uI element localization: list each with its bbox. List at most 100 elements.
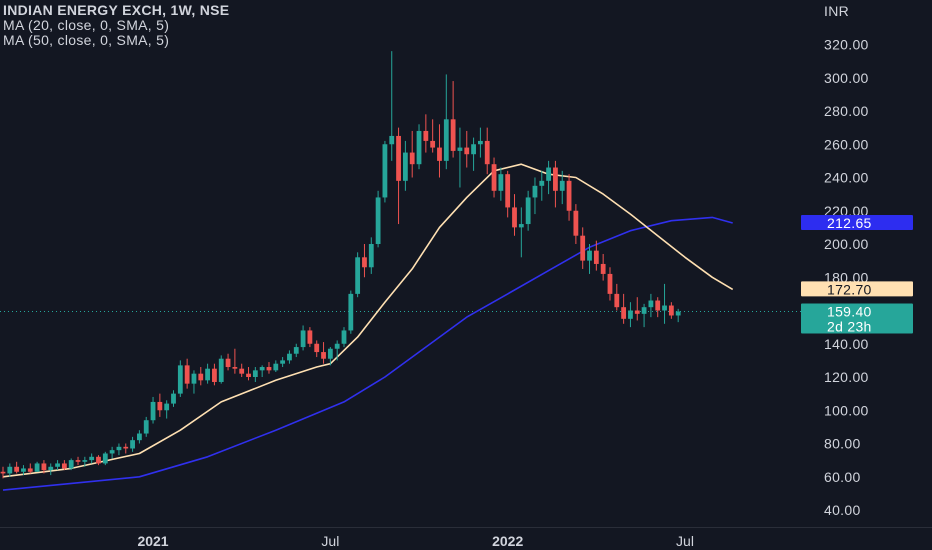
candle	[75, 456, 81, 466]
candle	[293, 343, 299, 358]
candle	[621, 293, 627, 324]
ma50-price-badge-bg	[801, 214, 913, 230]
candle	[191, 370, 197, 394]
candle	[171, 390, 176, 407]
candle	[512, 194, 517, 236]
candle	[648, 293, 654, 318]
candle-body	[75, 460, 81, 462]
candle-body	[553, 167, 558, 191]
time-tick-label: 2021	[137, 533, 168, 549]
candle-body	[491, 164, 497, 191]
candle	[573, 204, 579, 244]
candle-body	[123, 446, 129, 449]
candle	[634, 297, 640, 321]
candle-body	[116, 446, 122, 451]
price-tick-label: 240.00	[824, 170, 869, 186]
candle	[321, 342, 326, 364]
price-tick-label: 220.00	[824, 203, 869, 219]
candle-body	[559, 180, 565, 191]
candle-body	[184, 365, 190, 384]
candle-body	[423, 130, 429, 141]
candle-body	[102, 453, 108, 464]
candle-body	[252, 370, 258, 377]
legend-ma50[interactable]: MA (50, close, 0, SMA, 5)	[3, 32, 170, 48]
candle	[184, 358, 190, 389]
candle-body	[450, 119, 456, 151]
candle-body	[0, 471, 6, 474]
candle	[580, 227, 586, 269]
candle	[252, 367, 258, 382]
candle	[607, 267, 613, 301]
candle-body	[68, 460, 74, 469]
candle	[553, 160, 558, 208]
candle-body	[225, 358, 231, 368]
candle	[55, 460, 60, 471]
candle-body	[368, 244, 374, 268]
candle	[239, 363, 245, 377]
candle-body	[443, 119, 449, 161]
candle-body	[239, 368, 245, 374]
candle	[593, 240, 599, 271]
candle	[27, 463, 33, 474]
candle-body	[607, 273, 613, 294]
last-price-badge-bg	[801, 303, 913, 334]
candle-body	[655, 300, 661, 311]
candle	[655, 297, 661, 318]
candle-body	[212, 368, 217, 382]
ma50-line	[2, 216, 733, 491]
candle-body	[416, 130, 422, 165]
candle-body	[375, 197, 381, 244]
legend-ma20[interactable]: MA (20, close, 0, SMA, 5)	[3, 17, 170, 33]
candles	[0, 51, 681, 479]
candle	[287, 350, 292, 364]
candle	[641, 303, 647, 328]
price-tick-label: 100.00	[824, 402, 869, 418]
candle	[518, 207, 524, 258]
candle	[450, 81, 456, 158]
candle-body	[621, 307, 627, 319]
time-tick-label: Jul	[321, 533, 339, 549]
legend-title[interactable]: INDIAN ENERGY EXCH, 1W, NSE	[3, 2, 230, 18]
candle-body	[464, 147, 470, 155]
candle-body	[89, 456, 95, 461]
candle	[368, 237, 374, 274]
candle-body	[327, 348, 333, 359]
chart-legend: INDIAN ENERGY EXCH, 1W, NSE MA (20, clos…	[3, 3, 229, 48]
candle	[457, 127, 463, 188]
candle-body	[484, 140, 490, 165]
candle-body	[593, 250, 599, 264]
candle-body	[246, 373, 251, 377]
candle	[416, 124, 422, 170]
candle-body	[382, 144, 388, 198]
candle	[137, 430, 142, 444]
candle	[662, 283, 667, 324]
candle	[150, 396, 156, 424]
last-price-badge-countdown: 2d 23h	[827, 318, 872, 334]
candle	[539, 170, 545, 201]
candle	[123, 443, 129, 454]
candle-body	[143, 420, 149, 434]
price-tick-label: 40.00	[824, 502, 861, 518]
price-tick-label: 60.00	[824, 469, 861, 485]
candle	[212, 363, 217, 386]
candle-body	[41, 463, 47, 471]
candle	[82, 456, 88, 467]
price-tick-label: 200.00	[824, 236, 869, 252]
candle-body	[191, 373, 197, 384]
candle-body	[157, 401, 163, 411]
candle-body	[341, 330, 347, 344]
candle-body	[580, 235, 586, 261]
ma50-price-badge: 212.65	[801, 214, 913, 231]
candle	[505, 170, 511, 218]
price-tick-label: 140.00	[824, 336, 869, 352]
candle-body	[300, 330, 306, 348]
candle	[102, 451, 108, 466]
candle-body	[532, 185, 538, 198]
ma50-price-badge-text: 212.65	[827, 215, 872, 231]
candle-body	[512, 207, 517, 228]
candle	[225, 353, 231, 371]
candle	[68, 458, 74, 471]
candle	[327, 347, 333, 366]
price-tick-label: 280.00	[824, 103, 869, 119]
